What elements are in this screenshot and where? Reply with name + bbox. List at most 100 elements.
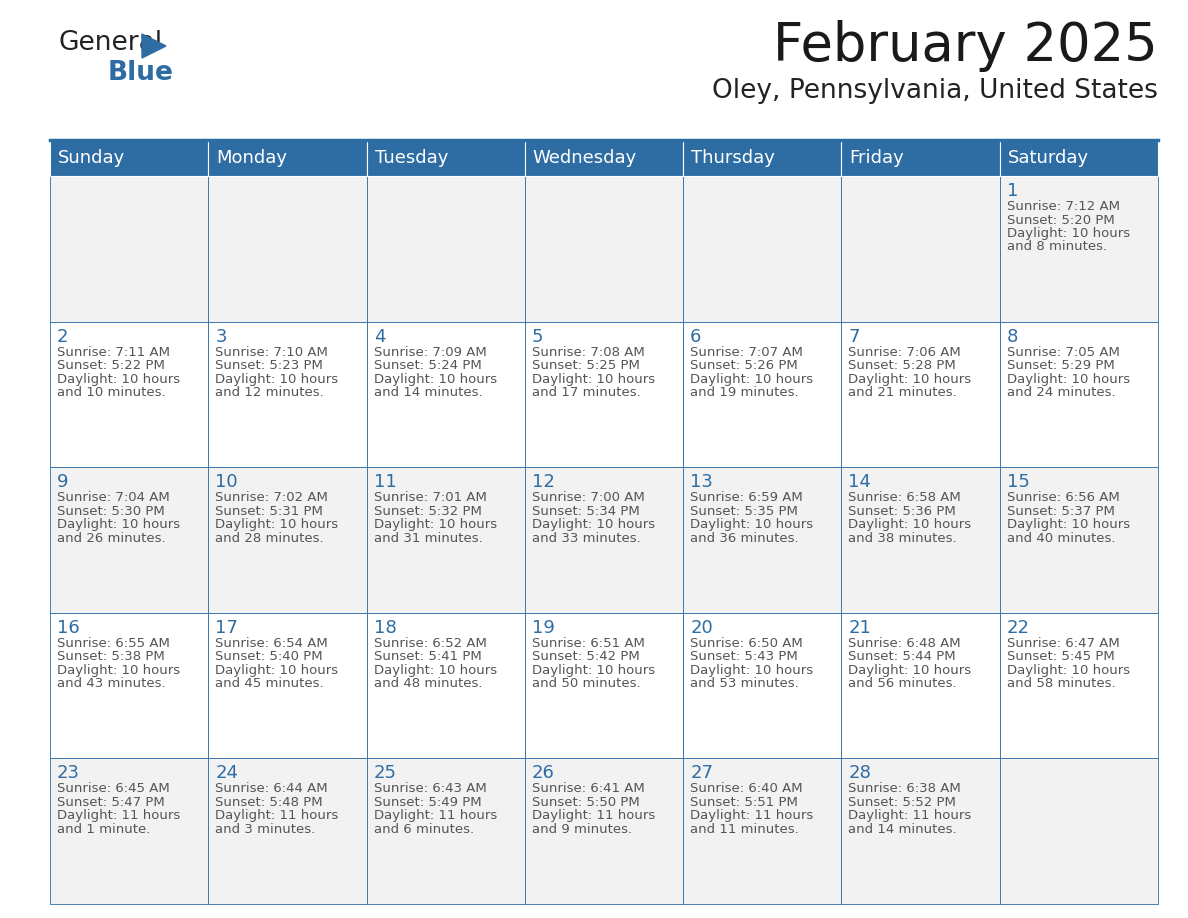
Text: Daylight: 10 hours: Daylight: 10 hours [1006,664,1130,677]
Text: and 53 minutes.: and 53 minutes. [690,677,798,690]
Bar [683,321,841,467]
Text: 28: 28 [848,765,871,782]
Text: Sunrise: 6:38 AM: Sunrise: 6:38 AM [848,782,961,795]
Bar [50,321,208,467]
Text: Oley, Pennsylvania, United States: Oley, Pennsylvania, United States [712,78,1158,104]
Bar [1000,613,1158,758]
Bar [1000,140,1158,176]
Text: and 3 minutes.: and 3 minutes. [215,823,316,836]
Text: Daylight: 10 hours: Daylight: 10 hours [57,664,181,677]
Text: 9: 9 [57,473,69,491]
Bar [841,321,1000,467]
Text: 24: 24 [215,765,239,782]
Text: Sunrise: 6:40 AM: Sunrise: 6:40 AM [690,782,803,795]
Text: Sunset: 5:20 PM: Sunset: 5:20 PM [1006,214,1114,227]
Text: Daylight: 10 hours: Daylight: 10 hours [1006,373,1130,386]
Text: Sunset: 5:40 PM: Sunset: 5:40 PM [215,650,323,664]
Text: Sunset: 5:51 PM: Sunset: 5:51 PM [690,796,798,809]
Text: 6: 6 [690,328,702,345]
Text: and 43 minutes.: and 43 minutes. [57,677,165,690]
Text: 5: 5 [532,328,543,345]
Text: Daylight: 10 hours: Daylight: 10 hours [690,664,814,677]
Text: Thursday: Thursday [691,149,775,167]
Polygon shape [143,34,166,58]
Text: Sunset: 5:22 PM: Sunset: 5:22 PM [57,359,165,372]
Text: and 19 minutes.: and 19 minutes. [690,386,798,399]
Text: Daylight: 10 hours: Daylight: 10 hours [373,518,497,532]
Bar [841,613,1000,758]
Text: 15: 15 [1006,473,1030,491]
Text: Sunrise: 6:41 AM: Sunrise: 6:41 AM [532,782,645,795]
Text: Daylight: 10 hours: Daylight: 10 hours [215,373,339,386]
Text: Sunrise: 7:01 AM: Sunrise: 7:01 AM [373,491,486,504]
Text: Sunset: 5:45 PM: Sunset: 5:45 PM [1006,650,1114,664]
Text: Sunrise: 6:50 AM: Sunrise: 6:50 AM [690,637,803,650]
Text: and 12 minutes.: and 12 minutes. [215,386,324,399]
Text: and 26 minutes.: and 26 minutes. [57,532,165,544]
Bar [841,140,1000,176]
Text: and 48 minutes.: and 48 minutes. [373,677,482,690]
Text: Daylight: 11 hours: Daylight: 11 hours [848,810,972,823]
Text: Daylight: 11 hours: Daylight: 11 hours [373,810,497,823]
Text: Sunset: 5:41 PM: Sunset: 5:41 PM [373,650,481,664]
Bar [208,140,367,176]
Text: Sunset: 5:25 PM: Sunset: 5:25 PM [532,359,639,372]
Text: 11: 11 [373,473,397,491]
Text: 12: 12 [532,473,555,491]
Bar [841,467,1000,613]
Bar [50,613,208,758]
Text: Sunrise: 6:58 AM: Sunrise: 6:58 AM [848,491,961,504]
Text: Daylight: 11 hours: Daylight: 11 hours [57,810,181,823]
Text: Sunset: 5:29 PM: Sunset: 5:29 PM [1006,359,1114,372]
Text: Sunset: 5:26 PM: Sunset: 5:26 PM [690,359,798,372]
Bar [1000,758,1158,904]
Text: Sunrise: 7:05 AM: Sunrise: 7:05 AM [1006,345,1119,359]
Text: Sunrise: 6:54 AM: Sunrise: 6:54 AM [215,637,328,650]
Text: Sunrise: 6:59 AM: Sunrise: 6:59 AM [690,491,803,504]
Bar [683,140,841,176]
Text: Sunrise: 6:55 AM: Sunrise: 6:55 AM [57,637,170,650]
Text: Daylight: 10 hours: Daylight: 10 hours [690,518,814,532]
Text: 8: 8 [1006,328,1018,345]
Text: Daylight: 10 hours: Daylight: 10 hours [373,373,497,386]
Text: Daylight: 11 hours: Daylight: 11 hours [532,810,655,823]
Bar [683,613,841,758]
Text: Sunrise: 7:11 AM: Sunrise: 7:11 AM [57,345,170,359]
Text: Sunset: 5:43 PM: Sunset: 5:43 PM [690,650,798,664]
Text: Sunrise: 6:52 AM: Sunrise: 6:52 AM [373,637,486,650]
Text: and 14 minutes.: and 14 minutes. [373,386,482,399]
Bar [367,140,525,176]
Text: Sunrise: 6:48 AM: Sunrise: 6:48 AM [848,637,961,650]
Text: Sunset: 5:28 PM: Sunset: 5:28 PM [848,359,956,372]
Text: Daylight: 10 hours: Daylight: 10 hours [848,518,972,532]
Text: Sunrise: 6:45 AM: Sunrise: 6:45 AM [57,782,170,795]
Text: Daylight: 11 hours: Daylight: 11 hours [215,810,339,823]
Text: Sunset: 5:44 PM: Sunset: 5:44 PM [848,650,956,664]
Text: Daylight: 10 hours: Daylight: 10 hours [1006,227,1130,240]
Text: Sunrise: 7:08 AM: Sunrise: 7:08 AM [532,345,645,359]
Text: Sunday: Sunday [58,149,125,167]
Bar [367,176,525,321]
Text: and 14 minutes.: and 14 minutes. [848,823,958,836]
Text: Daylight: 10 hours: Daylight: 10 hours [532,518,655,532]
Text: Sunset: 5:34 PM: Sunset: 5:34 PM [532,505,639,518]
Text: and 10 minutes.: and 10 minutes. [57,386,165,399]
Bar [1000,467,1158,613]
Text: Daylight: 10 hours: Daylight: 10 hours [57,373,181,386]
Bar [525,758,683,904]
Bar [1000,321,1158,467]
Text: Daylight: 10 hours: Daylight: 10 hours [848,664,972,677]
Bar [208,321,367,467]
Text: Sunrise: 7:09 AM: Sunrise: 7:09 AM [373,345,486,359]
Text: 25: 25 [373,765,397,782]
Bar [683,176,841,321]
Text: 20: 20 [690,619,713,637]
Text: Sunrise: 7:02 AM: Sunrise: 7:02 AM [215,491,328,504]
Text: and 40 minutes.: and 40 minutes. [1006,532,1116,544]
Text: Sunrise: 6:56 AM: Sunrise: 6:56 AM [1006,491,1119,504]
Text: Sunrise: 6:51 AM: Sunrise: 6:51 AM [532,637,645,650]
Text: Sunset: 5:31 PM: Sunset: 5:31 PM [215,505,323,518]
Text: and 28 minutes.: and 28 minutes. [215,532,324,544]
Text: Daylight: 10 hours: Daylight: 10 hours [532,664,655,677]
Text: Sunset: 5:47 PM: Sunset: 5:47 PM [57,796,165,809]
